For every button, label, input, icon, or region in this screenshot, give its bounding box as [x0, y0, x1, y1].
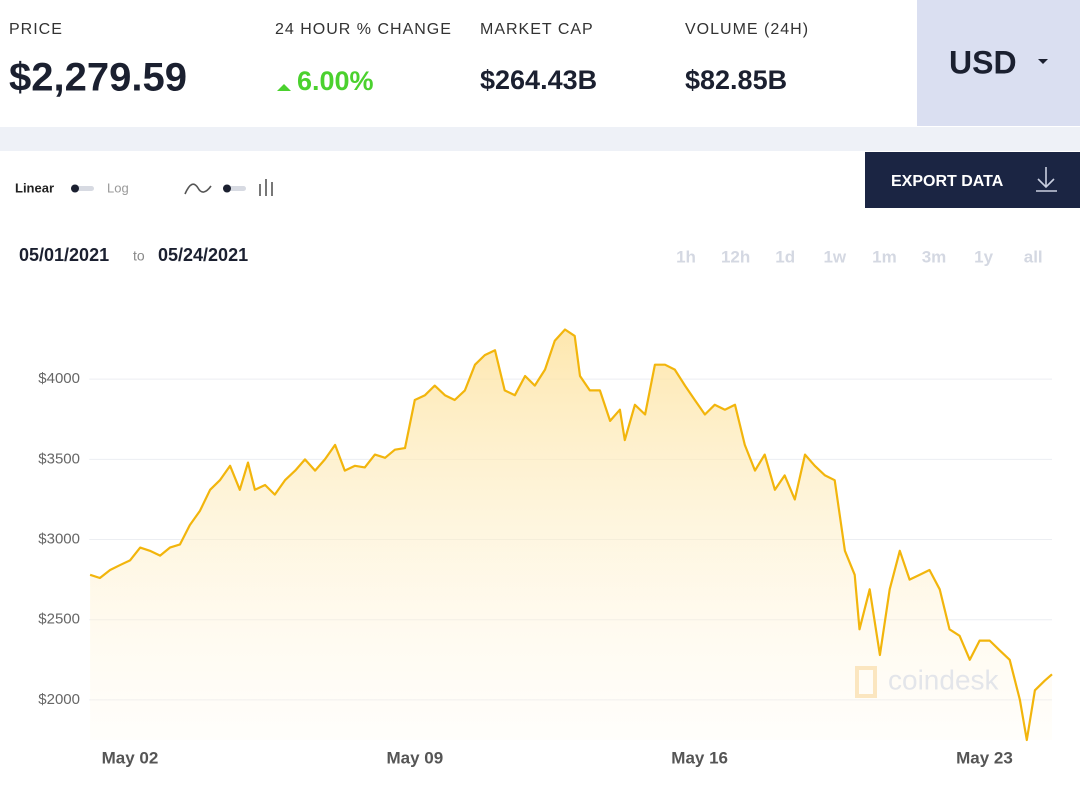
- market-cap: $264.43B: [480, 65, 597, 95]
- volume: $82.85B: [685, 65, 787, 95]
- price: $2,279.59: [9, 56, 187, 100]
- band: [0, 127, 1080, 151]
- range-button[interactable]: 1h: [676, 247, 696, 266]
- date-to-word: to: [133, 248, 145, 264]
- area-fill: [90, 329, 1053, 740]
- date-to[interactable]: 05/24/2021: [158, 245, 248, 265]
- price-label: PRICE: [9, 21, 63, 38]
- y-tick-label: $4000: [38, 370, 80, 387]
- download-icon[interactable]: [1036, 167, 1057, 192]
- toggle-knob: [71, 184, 79, 193]
- change: 6.00%: [297, 66, 374, 96]
- toggle-knob: [223, 184, 231, 193]
- export-label[interactable]: EXPORT DATA: [891, 173, 1004, 190]
- range-button[interactable]: all: [1024, 247, 1043, 266]
- range-button[interactable]: 1m: [872, 247, 897, 266]
- watermark-logo: [855, 666, 877, 698]
- export-button[interactable]: [865, 152, 1080, 208]
- linear-option[interactable]: Linear: [15, 180, 54, 195]
- range-button[interactable]: 12h: [721, 247, 750, 266]
- range-buttons: 1h 12h 1d 1w 1m 3m 1y all: [676, 247, 1043, 266]
- volume-label: VOLUME (24H): [685, 21, 809, 38]
- log-option[interactable]: Log: [107, 180, 129, 195]
- range-button[interactable]: 1y: [974, 247, 993, 266]
- x-tick-label: May 09: [386, 748, 443, 767]
- range-button[interactable]: 1d: [775, 247, 795, 266]
- market-cap-label: MARKET CAP: [480, 21, 594, 38]
- currency-box[interactable]: [917, 0, 1080, 126]
- range-button[interactable]: 1w: [823, 247, 846, 266]
- line-icon[interactable]: [184, 183, 212, 195]
- dropdown-caret[interactable]: [1038, 59, 1048, 64]
- x-tick-label: May 02: [102, 748, 159, 767]
- up-arrow: [277, 84, 291, 91]
- currency[interactable]: USD: [949, 44, 1017, 80]
- date-from[interactable]: 05/01/2021: [19, 245, 109, 265]
- x-tick-label: May 16: [671, 748, 728, 767]
- candle-icon[interactable]: [259, 179, 273, 196]
- price-line: [89, 328, 1053, 742]
- y-tick-label: $2500: [38, 611, 80, 628]
- watermark: coindesk: [888, 664, 1000, 695]
- y-tick-label: $2000: [38, 691, 80, 708]
- y-tick-label: $3500: [38, 450, 80, 467]
- y-tick-label: $3000: [38, 531, 80, 548]
- x-tick-label: May 23: [956, 748, 1013, 767]
- change-label: 24 HOUR % CHANGE: [275, 21, 452, 38]
- range-button[interactable]: 3m: [922, 247, 947, 266]
- plot: $2000 $2500 $3000 $3500 $4000 May 02 May 09 May…: [38, 328, 1053, 767]
